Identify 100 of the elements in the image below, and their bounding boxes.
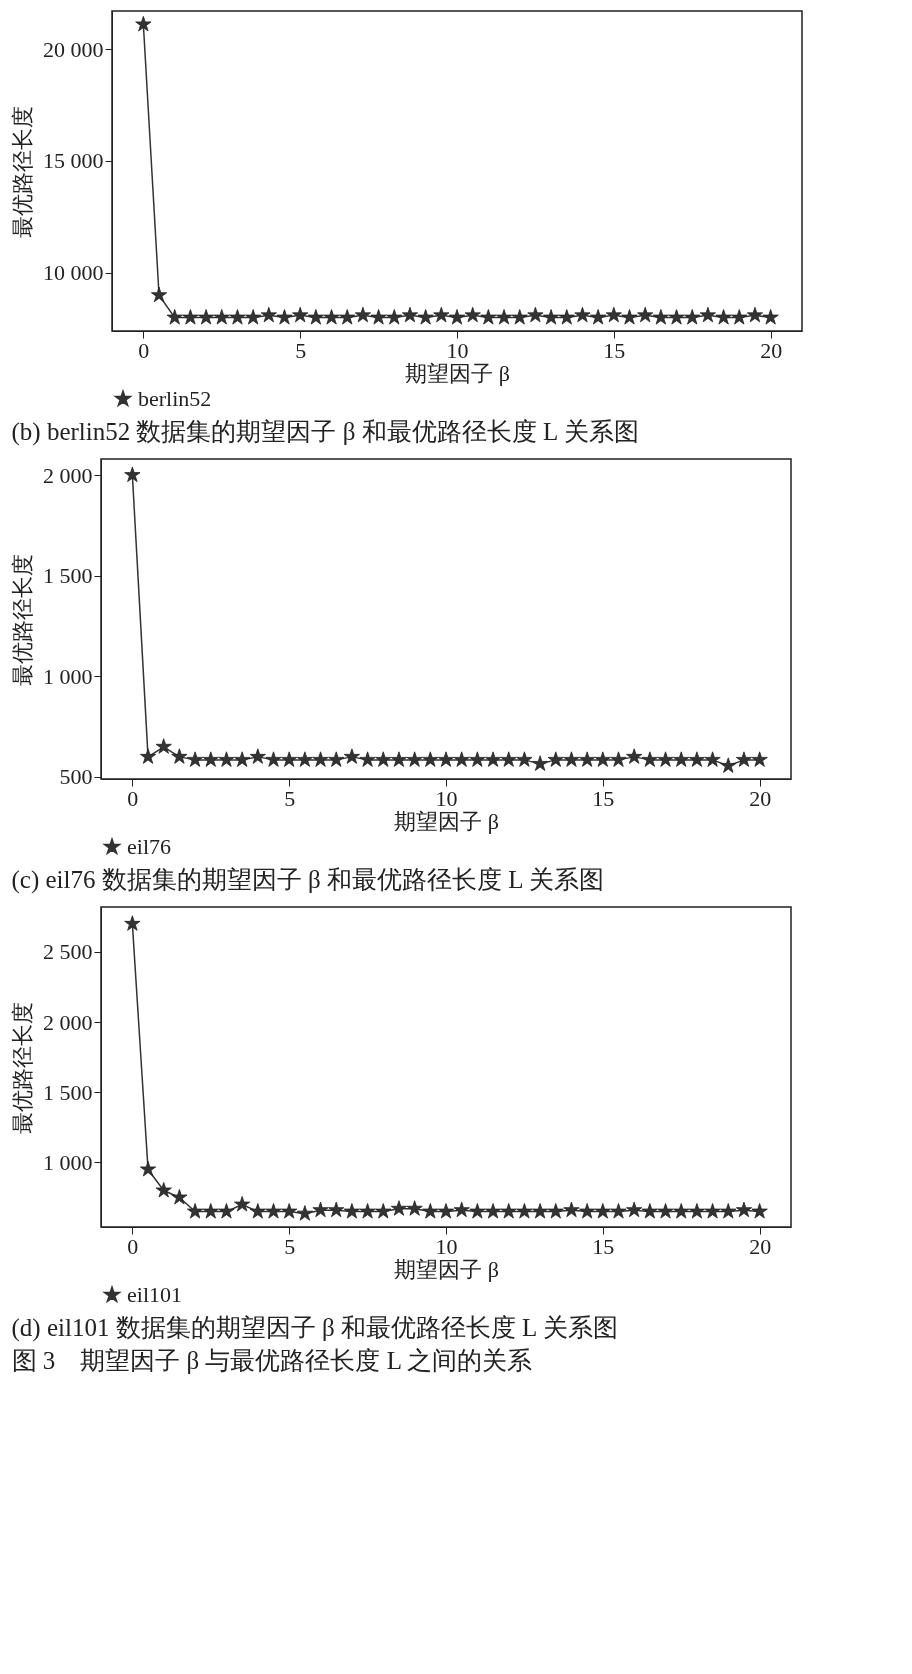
point <box>495 309 513 325</box>
point <box>516 1203 533 1219</box>
point <box>406 751 423 767</box>
point <box>171 748 188 764</box>
point <box>657 751 674 767</box>
legend-label: berlin52 <box>138 386 212 411</box>
x-tick-label: 15 <box>592 785 615 811</box>
point <box>139 748 157 764</box>
y-tick-label: 2 500 <box>43 939 93 965</box>
point <box>688 1203 705 1219</box>
x-tick-label: 5 <box>284 1233 296 1259</box>
point <box>343 748 360 764</box>
point <box>762 309 779 325</box>
x-axis-title: 期望因子 β <box>405 360 510 386</box>
point <box>621 309 638 325</box>
point <box>155 1182 172 1198</box>
point <box>751 751 768 767</box>
y-tick-label: 1 500 <box>43 1079 93 1105</box>
point <box>448 309 466 325</box>
point <box>720 757 737 773</box>
x-tick-label: 5 <box>284 785 296 811</box>
y-tick-label: 1 000 <box>43 663 93 689</box>
point <box>354 306 371 323</box>
x-tick-label: 0 <box>138 337 150 363</box>
point <box>182 309 199 325</box>
point <box>464 306 481 323</box>
x-tick-label: 10 <box>435 785 458 811</box>
point <box>590 309 607 325</box>
point <box>202 751 219 767</box>
point <box>265 751 282 767</box>
point <box>610 751 627 767</box>
point <box>401 306 419 323</box>
x-axis-title: 期望因子 β <box>394 808 499 834</box>
point <box>229 309 246 325</box>
point <box>684 309 701 325</box>
point <box>359 751 376 767</box>
point <box>150 286 168 303</box>
x-tick-label: 20 <box>749 1233 772 1259</box>
point <box>516 751 533 767</box>
point <box>500 1203 517 1219</box>
point <box>480 309 497 325</box>
point <box>245 309 262 325</box>
point <box>688 751 705 767</box>
point <box>532 1203 549 1219</box>
point <box>155 738 172 754</box>
point <box>453 1201 470 1218</box>
point <box>135 15 152 32</box>
point <box>527 306 544 323</box>
point <box>292 306 309 323</box>
point <box>641 1203 658 1219</box>
x-tick-label: 20 <box>760 337 783 363</box>
x-tick-label: 15 <box>592 1233 615 1259</box>
point <box>735 751 753 767</box>
point <box>406 1200 423 1216</box>
point <box>453 751 470 767</box>
point <box>375 751 392 767</box>
point <box>437 1203 455 1219</box>
point <box>704 751 721 767</box>
point <box>500 751 517 767</box>
point <box>543 309 560 325</box>
text: (d) eil101 数据集的期望因子 β 和最优路径长度 L 关系图 <box>11 1314 618 1342</box>
point <box>328 751 345 767</box>
x-tick-label: 0 <box>127 785 139 811</box>
point <box>484 1203 502 1219</box>
point <box>668 309 685 325</box>
point <box>563 1201 580 1218</box>
point <box>484 751 502 767</box>
x-tick-label: 10 <box>435 1233 458 1259</box>
point <box>375 1203 392 1219</box>
x-tick-label: 20 <box>749 785 772 811</box>
point <box>218 751 235 767</box>
point <box>751 1203 768 1219</box>
point <box>422 751 439 767</box>
point <box>218 1203 235 1219</box>
x-tick-label: 0 <box>127 1233 139 1259</box>
y-tick-label: 2 000 <box>43 1009 93 1035</box>
point <box>422 1203 439 1219</box>
point <box>312 1201 329 1218</box>
point <box>359 1203 376 1219</box>
x-axis-title: 期望因子 β <box>394 1256 499 1282</box>
point <box>558 309 575 325</box>
y-tick-label: 20 000 <box>43 36 104 62</box>
point <box>746 306 764 323</box>
point <box>260 306 277 323</box>
point <box>699 306 716 323</box>
x-tick-label: 5 <box>295 337 307 363</box>
point <box>720 1203 737 1219</box>
point <box>370 309 387 325</box>
point <box>281 751 298 767</box>
point <box>296 751 313 767</box>
text: (b) berlin52 数据集的期望因子 β 和最优路径长度 L 关系图 <box>11 418 639 446</box>
point <box>731 309 748 325</box>
point <box>202 1203 219 1219</box>
point <box>276 309 293 325</box>
point <box>605 306 622 323</box>
point <box>198 309 215 325</box>
text: (c) eil76 数据集的期望因子 β 和最优路径长度 L 关系图 <box>11 866 604 894</box>
point <box>641 751 658 767</box>
point <box>307 309 324 325</box>
y-tick-label: 15 000 <box>43 148 104 174</box>
